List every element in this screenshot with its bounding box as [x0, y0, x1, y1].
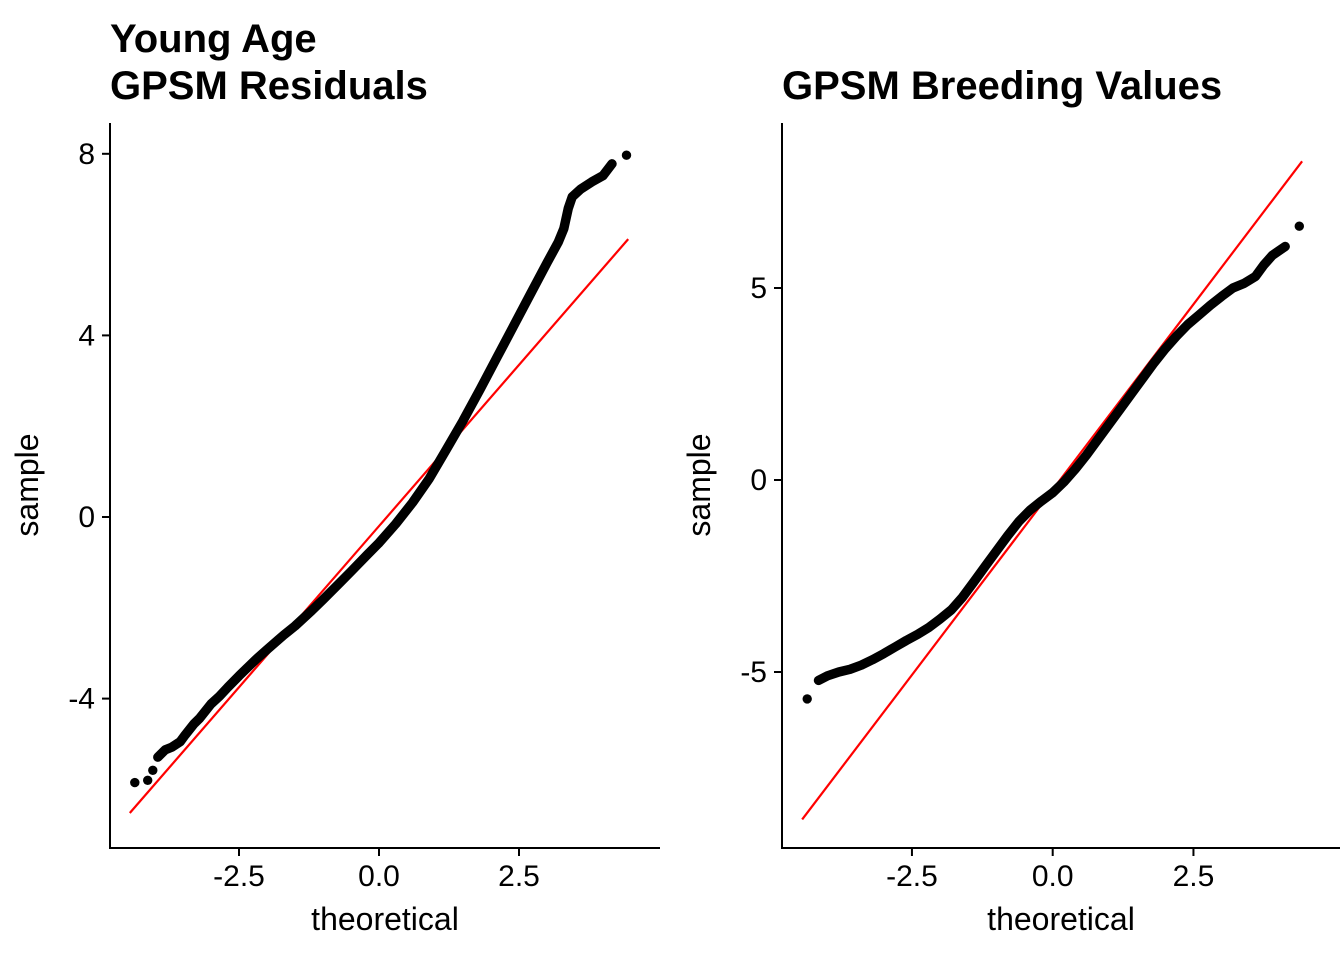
qq-point-band	[153, 159, 617, 762]
x-tick-label: 2.5	[498, 860, 540, 893]
qq-point-band	[813, 241, 1290, 686]
plot-panel: -2.5 0.0 2.5 5 0 -5	[740, 123, 1340, 893]
qq-point	[621, 150, 632, 160]
x-tick-label: 2.5	[1173, 860, 1215, 893]
plot-panel: -2.5 0.0 2.5 8 4 0 -4	[68, 123, 660, 893]
qq-point	[148, 765, 158, 775]
y-tick-label: -4	[68, 683, 95, 716]
y-axis-title: sample	[9, 433, 45, 536]
y-tick-label: 0	[78, 501, 95, 534]
left-plot-title-line2: GPSM Residuals	[110, 64, 428, 108]
qq-plot-breeding-values: theoretical sample -2.5 0.0 2.5 5 0 -5	[681, 123, 1340, 937]
qq-point	[802, 694, 812, 704]
qq-plot-residuals: theoretical sample -2.5 0.0 2.5 8 4 0 -4	[9, 123, 660, 937]
right-plot-title-line1: GPSM Breeding Values	[782, 64, 1223, 108]
x-tick-label: -2.5	[886, 860, 938, 893]
qq-reference-line	[128, 238, 630, 814]
y-axis-title: sample	[681, 433, 717, 536]
y-tick-label: 4	[78, 319, 95, 352]
left-plot-title: Young Age GPSM Residuals	[110, 16, 428, 110]
x-tick-label: -2.5	[213, 860, 265, 893]
y-tick-label: -5	[740, 656, 767, 689]
qq-point	[1294, 221, 1304, 231]
x-axis-title: theoretical	[311, 901, 459, 937]
x-tick-label: 0.0	[1032, 860, 1074, 893]
y-tick-label: 5	[750, 272, 767, 305]
x-axis-title: theoretical	[987, 901, 1135, 937]
y-tick-label: 0	[750, 464, 767, 497]
qq-point	[143, 775, 153, 785]
right-plot-title: GPSM Breeding Values	[782, 63, 1222, 110]
y-tick-label: 8	[78, 138, 95, 171]
qq-point	[130, 777, 140, 788]
x-tick-label: 0.0	[358, 860, 400, 893]
left-plot-title-line1: Young Age	[110, 17, 317, 61]
